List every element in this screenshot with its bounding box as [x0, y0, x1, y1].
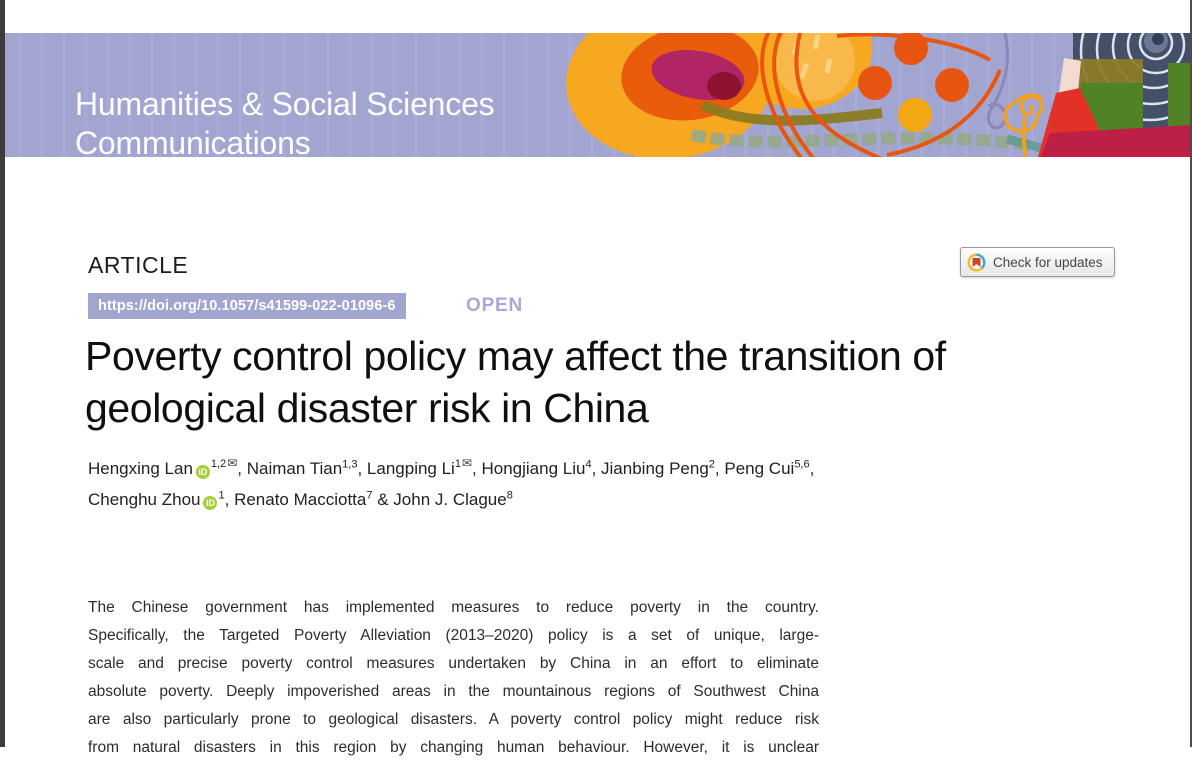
check-updates-button[interactable]: Check for updates: [960, 247, 1115, 277]
abstract-line: from natural disasters in this region by…: [88, 739, 819, 756]
email-icon[interactable]: ✉: [461, 456, 473, 471]
author-affiliation-superscript: 7: [366, 489, 373, 502]
author-name: John J. Clague: [393, 490, 507, 509]
abstract-line: Specifically, the Targeted Poverty Allev…: [88, 627, 819, 644]
window-left-border: [0, 0, 5, 747]
article-kicker: ARTICLE: [88, 252, 189, 278]
author: Renato Macciotta7: [234, 490, 372, 509]
author-affiliation-superscript: 8: [506, 489, 513, 502]
author-affiliation-superscript: 1: [218, 489, 225, 502]
email-icon[interactable]: ✉: [227, 456, 238, 471]
author: Langping Li1✉: [366, 456, 473, 478]
article-title-line2: geological disaster risk in China: [85, 385, 649, 431]
author-name: Chenghu Zhou: [88, 490, 201, 509]
abstract-line: scale and precise poverty control measur…: [88, 655, 819, 672]
author: Hongjiang Liu4: [481, 459, 591, 478]
author: Hengxing Lan iD1,2✉: [88, 456, 238, 479]
author-name: Jianbing Peng: [601, 459, 709, 478]
journal-banner: Humanities & Social Sciences Communicati…: [0, 33, 1192, 157]
author-name: Renato Macciotta: [234, 490, 367, 509]
author-name: Hongjiang Liu: [481, 459, 586, 478]
doi-text: https://doi.org/10.1057/s41599-022-01096…: [98, 298, 396, 314]
author-name: Hengxing Lan: [88, 459, 193, 478]
abstract-line: are also particularly prone to geologica…: [88, 711, 819, 728]
journal-name: Humanities & Social Sciences Communicati…: [75, 85, 495, 157]
orcid-icon[interactable]: iD: [203, 496, 218, 510]
author-name: Langping Li: [366, 459, 455, 478]
author: John J. Clague8: [393, 490, 513, 509]
check-updates-label: Check for updates: [993, 254, 1103, 270]
author-name: Peng Cui: [724, 459, 795, 478]
author: Jianbing Peng2: [601, 459, 715, 478]
author-affiliation-superscript: 1,3: [342, 458, 358, 471]
crossmark-icon: [967, 252, 986, 272]
window-right-border: [1190, 0, 1192, 747]
author-affiliation-superscript: 1,2✉: [210, 456, 238, 471]
author-list: Hengxing Lan iD1,2✉, Naiman Tian1,3, Lang…: [88, 456, 815, 510]
journal-name-line2: Communications: [75, 125, 311, 157]
article-title: Poverty control policy may affect the tr…: [85, 330, 1145, 434]
open-access-badge: OPEN: [466, 295, 524, 316]
journal-name-line1: Humanities & Social Sciences: [75, 86, 495, 122]
author-name: Naiman Tian: [246, 459, 343, 478]
author-affiliation-superscript: 2: [708, 458, 715, 471]
author: Peng Cui5,6: [724, 459, 809, 478]
orcid-icon[interactable]: iD: [195, 465, 210, 479]
author: Chenghu Zhou iD1: [88, 489, 225, 510]
doi-badge[interactable]: https://doi.org/10.1057/s41599-022-01096…: [88, 293, 406, 319]
abstract-line: The Chinese government has implemented m…: [88, 599, 819, 616]
author: Naiman Tian1,3: [247, 459, 358, 478]
author-affiliation-superscript: 4: [585, 458, 592, 471]
banner-artwork: [566, 33, 1192, 157]
author-affiliation-superscript: 1✉: [454, 456, 473, 471]
abstract-line: absolute poverty. Deeply impoverished ar…: [88, 683, 819, 700]
abstract-paragraph: The Chinese government has implemented m…: [88, 594, 819, 762]
article-title-line1: Poverty control policy may affect the tr…: [85, 333, 946, 379]
author-affiliation-superscript: 5,6: [794, 458, 810, 471]
